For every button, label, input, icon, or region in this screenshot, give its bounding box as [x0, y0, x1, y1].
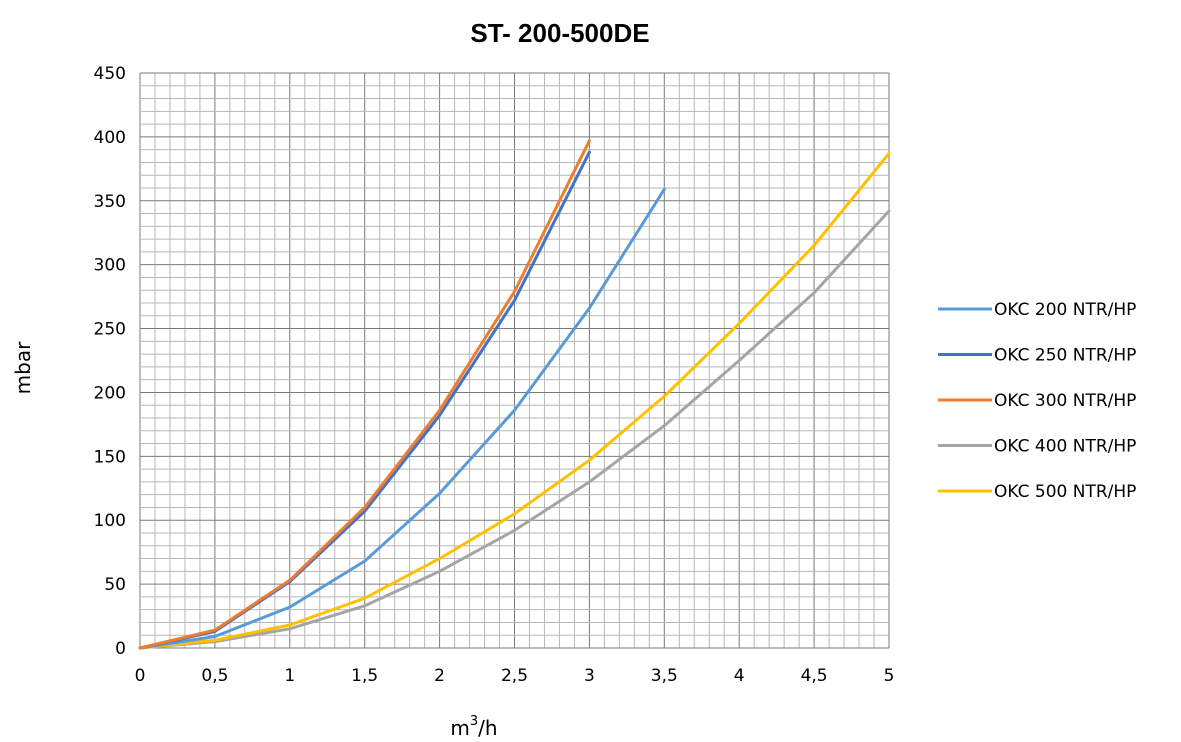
series-line-okc-300-ntr-hp [138, 139, 591, 650]
y-tick-labels: 0 50 100 150 200 250 300 350 400 450 [94, 64, 126, 659]
x-tick-label: 5 [884, 666, 895, 686]
x-tick-labels: 0 0,5 1 1,5 2 2,5 3 3,5 4 4,5 5 [135, 666, 895, 686]
legend-label: OKC 200 NTR/HP [994, 300, 1136, 320]
y-tick-label: 150 [94, 447, 126, 467]
y-tick-label: 350 [94, 192, 126, 212]
series-line-okc-200-ntr-hp [138, 187, 666, 650]
x-tick-label: 2,5 [501, 666, 528, 686]
legend-label: OKC 400 NTR/HP [994, 437, 1136, 457]
x-tick-label: 1,5 [351, 666, 378, 686]
x-axis-label: m3/h [450, 714, 497, 740]
y-tick-label: 0 [115, 639, 126, 659]
x-tick-label: 4 [734, 666, 745, 686]
x-tick-label: 2 [434, 666, 445, 686]
x-tick-label: 0,5 [201, 666, 228, 686]
series-line-okc-500-ntr-hp [138, 152, 891, 650]
y-tick-label: 300 [94, 256, 126, 276]
x-axis-label-unit: /h [478, 716, 497, 740]
y-tick-label: 50 [104, 575, 126, 595]
y-tick-label: 200 [94, 383, 126, 403]
y-tick-label: 100 [94, 511, 126, 531]
y-axis-label: mbar [11, 341, 35, 394]
legend-label: OKC 300 NTR/HP [994, 391, 1136, 411]
x-tick-label: 3,5 [651, 666, 678, 686]
x-tick-label: 4,5 [801, 666, 828, 686]
y-tick-label: 400 [94, 128, 126, 148]
series-lines [138, 139, 891, 650]
x-tick-label: 0 [135, 666, 146, 686]
legend-label: OKC 500 NTR/HP [994, 482, 1136, 502]
y-tick-label: 250 [94, 320, 126, 340]
x-axis-label-base: m [450, 716, 469, 740]
chart-title: ST- 200-500DE [470, 18, 649, 48]
x-tick-label: 1 [284, 666, 295, 686]
legend: OKC 200 NTR/HP OKC 250 NTR/HP OKC 300 NTR/… [938, 300, 1136, 502]
x-axis-label-superscript: 3 [470, 714, 478, 729]
series-line-okc-400-ntr-hp [138, 209, 891, 650]
legend-label: OKC 250 NTR/HP [994, 346, 1136, 366]
x-tick-label: 3 [584, 666, 595, 686]
y-tick-label: 450 [94, 64, 126, 84]
plot-grid [139, 72, 890, 649]
